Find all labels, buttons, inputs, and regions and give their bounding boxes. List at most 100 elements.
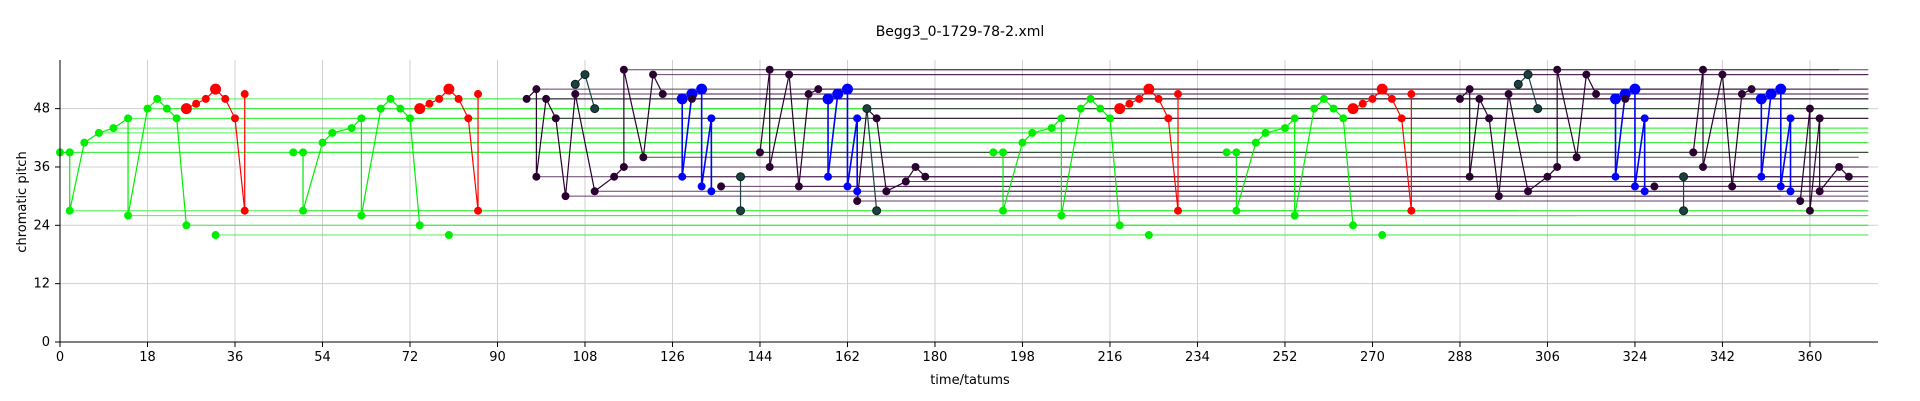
data-point bbox=[124, 114, 133, 123]
data-point bbox=[210, 83, 222, 95]
series-segment bbox=[360, 108, 382, 216]
data-point bbox=[658, 90, 667, 99]
data-point bbox=[1747, 85, 1756, 94]
data-point bbox=[1844, 172, 1853, 181]
x-tick-label: 198 bbox=[1010, 350, 1035, 365]
data-point bbox=[570, 79, 580, 89]
data-point bbox=[649, 70, 658, 79]
data-point bbox=[1378, 231, 1387, 240]
data-point bbox=[1174, 206, 1183, 215]
data-point bbox=[1718, 70, 1727, 79]
data-point bbox=[707, 114, 716, 123]
x-tick-label: 216 bbox=[1098, 350, 1123, 365]
data-point bbox=[396, 104, 405, 113]
data-point bbox=[901, 177, 910, 186]
data-point bbox=[1533, 104, 1543, 114]
data-point bbox=[590, 187, 599, 196]
data-point bbox=[794, 182, 803, 191]
x-tick-label: 162 bbox=[835, 350, 860, 365]
data-point bbox=[872, 114, 881, 123]
x-tick-label: 306 bbox=[1535, 350, 1560, 365]
data-point bbox=[676, 93, 688, 105]
data-point bbox=[454, 94, 463, 103]
x-tick-label: 342 bbox=[1710, 350, 1735, 365]
data-point bbox=[804, 90, 813, 99]
data-point bbox=[347, 124, 356, 133]
data-point bbox=[1329, 104, 1338, 113]
data-point bbox=[843, 182, 852, 191]
data-point bbox=[405, 114, 414, 123]
y-tick-label: 48 bbox=[33, 102, 50, 117]
data-point bbox=[1232, 148, 1241, 157]
series-segment bbox=[1401, 118, 1412, 211]
series-segment bbox=[642, 74, 654, 158]
x-tick-label: 270 bbox=[1360, 350, 1385, 365]
data-point bbox=[1805, 104, 1814, 113]
data-point bbox=[1835, 162, 1844, 171]
x-tick-label: 108 bbox=[573, 350, 598, 365]
data-point bbox=[1543, 172, 1552, 181]
series-segment bbox=[574, 93, 596, 192]
y-tick-label: 36 bbox=[33, 160, 50, 175]
data-point bbox=[172, 114, 181, 123]
series-segment bbox=[302, 142, 324, 211]
data-point bbox=[1376, 83, 1388, 95]
data-points bbox=[56, 65, 1853, 240]
x-tick-label: 180 bbox=[923, 350, 948, 365]
series-segment bbox=[856, 108, 868, 202]
data-point bbox=[1650, 182, 1659, 191]
series-segment bbox=[555, 118, 567, 197]
data-point bbox=[872, 206, 882, 216]
data-point bbox=[1125, 99, 1134, 108]
data-point bbox=[1349, 221, 1358, 230]
data-point bbox=[610, 172, 619, 181]
data-point bbox=[376, 104, 385, 113]
series-segment bbox=[1498, 93, 1510, 197]
data-point bbox=[814, 85, 823, 94]
data-point bbox=[1144, 231, 1153, 240]
data-point bbox=[1582, 70, 1591, 79]
series-segment bbox=[1294, 108, 1315, 216]
data-point bbox=[1310, 104, 1319, 113]
data-point bbox=[1776, 182, 1785, 191]
data-point bbox=[1621, 94, 1630, 103]
data-point bbox=[357, 114, 366, 123]
data-point bbox=[1222, 148, 1231, 157]
data-point bbox=[230, 114, 239, 123]
data-point bbox=[1815, 187, 1824, 196]
data-point bbox=[1679, 206, 1689, 216]
data-point bbox=[328, 128, 337, 137]
data-point bbox=[1629, 83, 1641, 95]
data-point bbox=[415, 221, 424, 230]
data-point bbox=[1775, 83, 1787, 95]
data-point bbox=[1164, 114, 1173, 123]
data-point bbox=[532, 172, 541, 181]
data-point bbox=[687, 94, 696, 103]
data-point bbox=[921, 172, 930, 181]
data-point bbox=[1290, 114, 1299, 123]
series-segment bbox=[1576, 74, 1587, 158]
series-segment bbox=[1731, 93, 1743, 187]
data-point bbox=[1057, 114, 1066, 123]
series-segment bbox=[1342, 118, 1354, 226]
data-point bbox=[561, 192, 570, 201]
data-point bbox=[542, 94, 551, 103]
series-segment bbox=[866, 108, 878, 211]
data-point bbox=[1174, 90, 1183, 99]
data-point bbox=[143, 104, 152, 113]
series-segment bbox=[1614, 93, 1627, 177]
data-point bbox=[1640, 114, 1649, 123]
y-tick-label: 0 bbox=[42, 335, 50, 350]
axes: 0 18 36 54 72 90 108 126 144 162 180 198 216 234 252 27… bbox=[33, 60, 1878, 365]
x-tick-label: 18 bbox=[139, 350, 156, 365]
data-point bbox=[522, 94, 531, 103]
data-point bbox=[639, 153, 648, 162]
data-point bbox=[619, 65, 628, 74]
data-point bbox=[443, 83, 455, 95]
data-point bbox=[444, 231, 453, 240]
data-point bbox=[211, 231, 220, 240]
data-point bbox=[1028, 128, 1037, 137]
series-segment bbox=[1527, 74, 1539, 109]
data-point bbox=[1504, 90, 1513, 99]
